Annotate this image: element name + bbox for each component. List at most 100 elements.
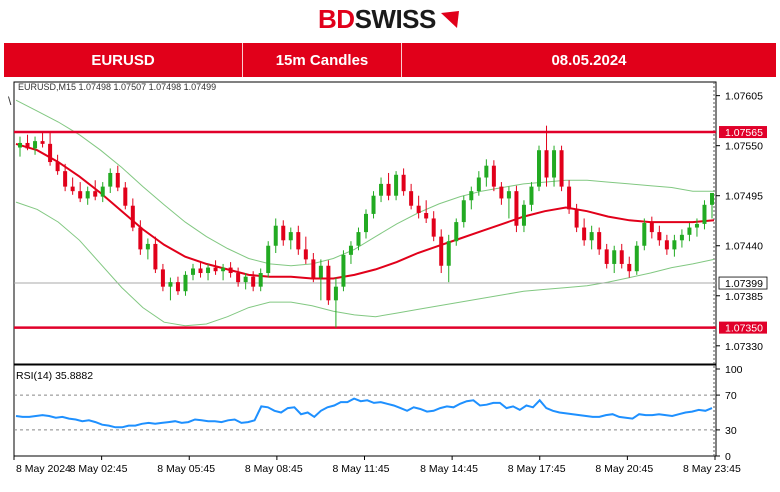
- price-chart: 1.076051.075501.074951.074401.073851.073…: [8, 81, 768, 475]
- candle-body: [130, 205, 135, 228]
- candle-body: [145, 243, 150, 250]
- candle-body: [597, 232, 602, 250]
- candle-body: [228, 267, 233, 274]
- candle-body: [348, 245, 353, 255]
- candle-body: [288, 232, 293, 241]
- price-tick-label: 1.07550: [725, 141, 763, 153]
- rsi-tick-label: 70: [725, 390, 737, 402]
- price-level-label: 1.07565: [725, 127, 763, 139]
- candle-body: [529, 186, 534, 205]
- price-level-label: 1.07350: [725, 323, 763, 335]
- brand-logo: BD SWISS: [318, 4, 460, 34]
- time-tick-label: 8 May 20:45: [595, 463, 653, 475]
- candle-body: [236, 273, 241, 283]
- candle-body: [175, 282, 180, 292]
- candle-body: [552, 150, 557, 178]
- candle-body: [710, 192, 714, 205]
- candle-body: [356, 232, 361, 246]
- logo-text-swiss: SWISS: [354, 3, 437, 34]
- chart-area: 1.07605 1.07550 1.07495 1.07440 1.07385 1.073…: [0, 77, 780, 487]
- candle-body: [213, 267, 218, 272]
- candle-body: [243, 276, 248, 283]
- candle-body: [258, 273, 263, 287]
- candle-body: [687, 227, 692, 235]
- candle-body: [604, 249, 609, 264]
- candle-body: [160, 269, 165, 287]
- time-tick-label: 8 May 11:45: [333, 463, 390, 475]
- candle-body: [521, 204, 526, 226]
- candle-body: [431, 218, 436, 237]
- diagonal-mark: \: [8, 94, 12, 108]
- rsi-tick-label: 0: [725, 451, 731, 463]
- candle-body: [401, 174, 406, 192]
- candle-body: [273, 225, 278, 246]
- candle-body: [333, 286, 338, 301]
- candle-body: [612, 250, 617, 264]
- level-lines: [14, 130, 716, 329]
- candle-body: [439, 236, 444, 266]
- header-timeframe: 15m Candles: [275, 51, 369, 69]
- candle-body: [123, 187, 128, 206]
- candle-body: [476, 177, 481, 192]
- candle-body: [446, 241, 451, 266]
- price-tick-label: 1.07605: [725, 91, 763, 103]
- candle-body: [582, 227, 587, 241]
- price-axis: 1.076051.075501.074951.074401.073851.073…: [716, 91, 768, 353]
- time-tick-label: 8 May 02:45: [70, 463, 128, 475]
- logo-arrow-icon: [440, 11, 459, 28]
- candle-body: [108, 172, 113, 187]
- logo-text-bd: BD: [318, 3, 355, 34]
- candle-body: [371, 195, 376, 214]
- candle-body: [18, 142, 22, 148]
- bollinger-upper-line: [15, 99, 714, 267]
- candle-body: [251, 276, 256, 287]
- price-tick-label: 1.07330: [725, 341, 763, 353]
- candle-body: [537, 150, 541, 187]
- candle-body: [198, 268, 203, 274]
- bollinger-lower-line: [15, 201, 715, 327]
- candle-body: [694, 223, 699, 228]
- candle-body: [311, 259, 316, 278]
- candle-body: [25, 142, 30, 149]
- candle-body: [115, 172, 120, 188]
- header-divider: [242, 43, 243, 77]
- time-tick-label: 8 May 08:45: [245, 463, 303, 475]
- candle-body: [168, 282, 173, 287]
- candle-body: [394, 174, 399, 196]
- time-tick-label: 8 May 17:45: [508, 463, 566, 475]
- candle-body: [191, 268, 195, 275]
- candle-body: [100, 186, 105, 197]
- candles: [18, 125, 714, 328]
- indicator-label: EURUSD,M15 1.07498 1.07507 1.07498 1.074…: [18, 82, 216, 92]
- candle-body: [303, 249, 308, 260]
- candle-body: [93, 191, 98, 197]
- candle-body: [657, 232, 662, 241]
- candle-body: [461, 200, 466, 223]
- candle-body: [318, 265, 323, 278]
- candle-body: [341, 254, 346, 287]
- candle-body: [138, 227, 143, 250]
- candle-body: [296, 232, 301, 250]
- rsi-panel-frame: [13, 364, 717, 457]
- candle-body: [183, 274, 188, 292]
- candle-body: [55, 162, 60, 172]
- candle-body: [574, 209, 579, 228]
- header-symbol: EURUSD: [91, 51, 155, 69]
- candle-body: [364, 213, 368, 233]
- header-date: 08.05.2024: [551, 51, 627, 69]
- candle-body: [416, 205, 421, 213]
- time-tick-label: 8 May 05:45: [157, 463, 215, 475]
- candle-body: [627, 263, 632, 272]
- candle-body: [379, 183, 384, 196]
- candle-body: [559, 150, 564, 187]
- candle-body: [281, 225, 286, 241]
- candle-body: [326, 265, 331, 301]
- price-level-box: [718, 276, 768, 290]
- candle-body: [499, 186, 504, 199]
- price-level-box: [719, 126, 767, 139]
- candle-body: [424, 212, 429, 219]
- candle-body: [266, 245, 271, 274]
- candle-body: [589, 232, 594, 241]
- time-tick-label: 8 May 2024: [16, 463, 71, 475]
